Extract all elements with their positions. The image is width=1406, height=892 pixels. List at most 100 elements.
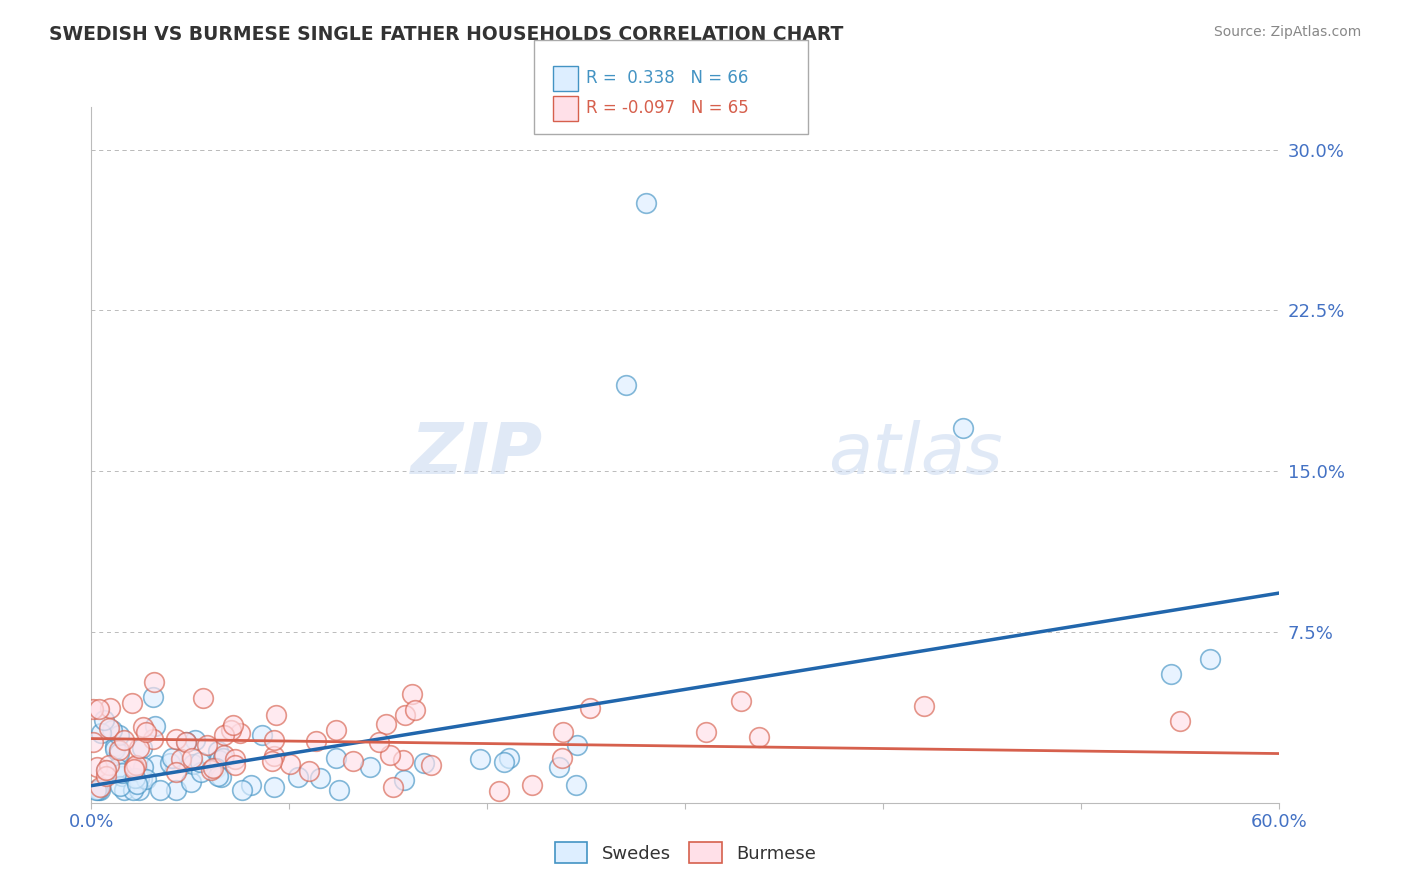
Point [229, 725, 252, 739]
Point [145, 758, 167, 772]
Point [135, 724, 157, 739]
Point [170, 752, 193, 766]
Point [181, 750, 204, 764]
Point [420, 758, 443, 772]
Text: ZIP: ZIP [411, 420, 543, 490]
Point [204, 761, 226, 775]
Point [359, 760, 381, 774]
Point [105, 761, 128, 775]
Point [748, 731, 770, 745]
Point [278, 756, 301, 771]
Point [142, 731, 165, 746]
Point [93, 713, 115, 727]
Point [104, 739, 127, 754]
Point [614, 378, 637, 392]
Point [112, 733, 135, 747]
Point [498, 750, 520, 764]
Point [912, 698, 935, 713]
Point [547, 760, 569, 774]
Point [551, 751, 574, 765]
Point [180, 775, 202, 789]
Point [94, 763, 117, 777]
Point [131, 740, 153, 755]
Point [207, 744, 229, 758]
Point [1160, 667, 1182, 681]
Point [121, 696, 143, 710]
Point [1199, 652, 1222, 666]
Point [211, 751, 233, 765]
Point [98, 700, 121, 714]
Point [108, 746, 131, 760]
Point [470, 752, 492, 766]
Point [190, 764, 212, 779]
Text: atlas: atlas [828, 420, 1002, 490]
Point [263, 780, 285, 795]
Point [952, 421, 974, 435]
Point [143, 674, 166, 689]
Point [305, 734, 328, 748]
Point [108, 728, 131, 742]
Point [143, 719, 166, 733]
Point [122, 783, 145, 797]
Point [82, 702, 104, 716]
Point [219, 723, 242, 737]
Point [394, 707, 416, 722]
Point [94, 763, 117, 777]
Point [298, 764, 321, 779]
Point [125, 758, 148, 772]
Legend: Swedes, Burmese: Swedes, Burmese [548, 835, 823, 871]
Point [374, 717, 396, 731]
Point [222, 718, 245, 732]
Point [181, 757, 204, 772]
Point [209, 770, 232, 784]
Point [174, 735, 197, 749]
Point [212, 747, 235, 762]
Point [122, 762, 145, 776]
Point [84, 783, 107, 797]
Point [520, 778, 543, 792]
Point [111, 766, 134, 780]
Point [122, 760, 145, 774]
Point [208, 753, 231, 767]
Point [160, 751, 183, 765]
Point [413, 756, 436, 771]
Point [565, 739, 588, 753]
Point [382, 780, 405, 795]
Point [325, 751, 347, 765]
Point [188, 756, 211, 770]
Point [201, 761, 224, 775]
Point [492, 756, 515, 770]
Point [114, 783, 136, 797]
Point [488, 784, 510, 798]
Point [111, 769, 134, 783]
Point [89, 783, 111, 797]
Point [131, 772, 153, 787]
Point [224, 758, 246, 772]
Point [325, 723, 347, 738]
Point [149, 783, 172, 797]
Point [135, 772, 157, 786]
Point [404, 703, 426, 717]
Point [82, 734, 104, 748]
Point [260, 755, 283, 769]
Point [401, 686, 423, 700]
Point [579, 700, 602, 714]
Point [87, 783, 110, 797]
Point [124, 772, 146, 786]
Point [89, 780, 111, 794]
Point [108, 780, 131, 794]
Point [183, 733, 205, 747]
Point [212, 728, 235, 742]
Point [101, 723, 124, 738]
Point [551, 724, 574, 739]
Point [240, 778, 263, 792]
Point [695, 725, 717, 739]
Point [132, 720, 155, 734]
Point [263, 733, 285, 747]
Point [104, 742, 127, 756]
Point [309, 771, 332, 785]
Point [367, 735, 389, 749]
Point [97, 758, 120, 772]
Point [207, 769, 229, 783]
Point [94, 769, 117, 783]
